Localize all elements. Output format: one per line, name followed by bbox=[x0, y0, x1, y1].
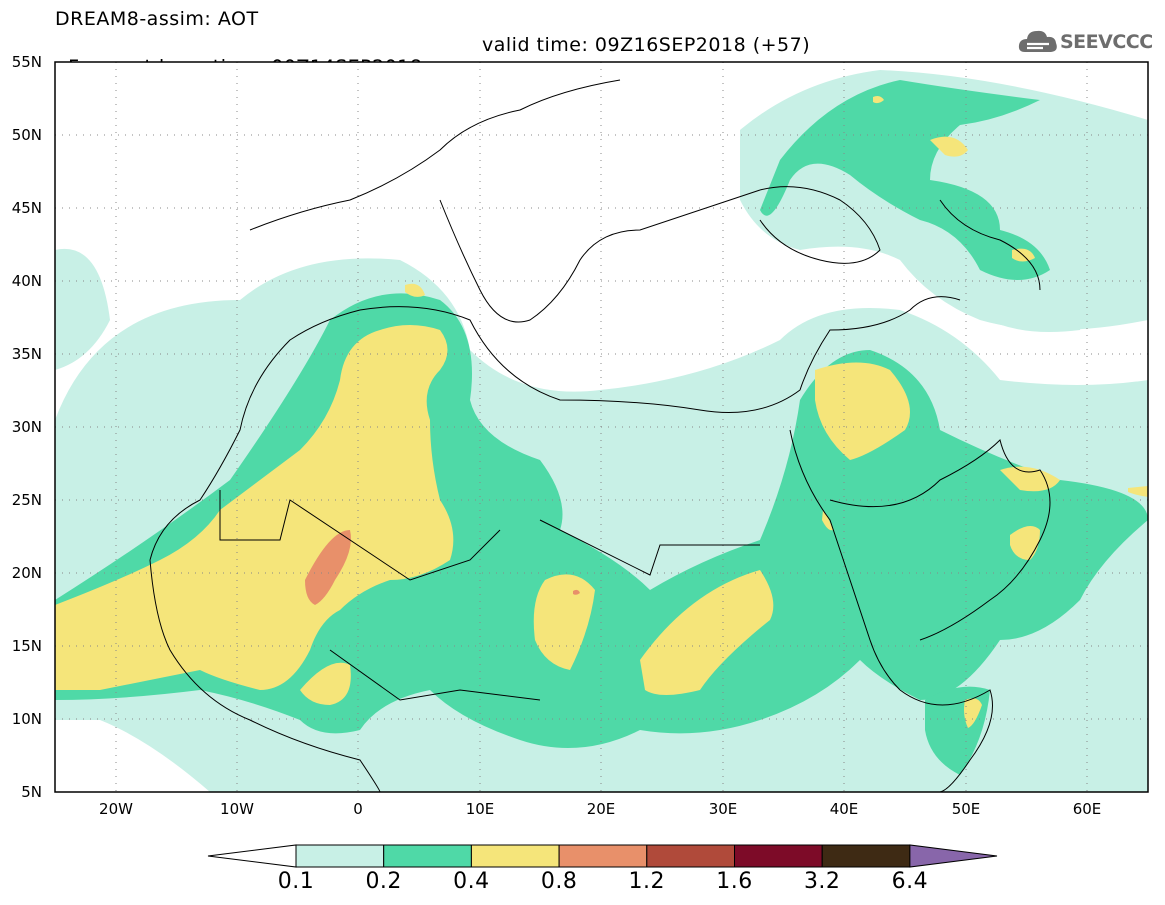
colorbar-label: 1.2 bbox=[628, 869, 666, 894]
lat-label: 10N bbox=[11, 710, 42, 728]
lat-label: 25N bbox=[11, 491, 42, 509]
colorbar-extend-low bbox=[207, 844, 297, 868]
lat-label: 20N bbox=[11, 564, 42, 582]
lat-label: 45N bbox=[11, 199, 42, 217]
colorbar-label: 0.4 bbox=[453, 869, 490, 894]
colorbar-bin bbox=[558, 844, 648, 868]
lat-label: 15N bbox=[11, 637, 42, 655]
graticule bbox=[55, 62, 1148, 792]
cloud-icon bbox=[1018, 30, 1057, 52]
colorbar-bin bbox=[646, 844, 735, 868]
map-border bbox=[54, 61, 1149, 793]
lat-label: 5N bbox=[21, 783, 42, 801]
colorbar-bin bbox=[470, 844, 560, 868]
colorbar-label: 3.2 bbox=[803, 869, 841, 894]
colorbar-extend-high bbox=[909, 844, 998, 868]
colorbar-label: 0.2 bbox=[365, 869, 402, 894]
colorbar bbox=[207, 844, 998, 868]
colorbar-bin bbox=[295, 844, 385, 868]
lon-label: 0 bbox=[353, 800, 363, 818]
colorbar-bin bbox=[821, 844, 911, 868]
lon-label: 20W bbox=[99, 800, 133, 818]
lon-label: 40E bbox=[829, 800, 859, 818]
colorbar-label: 0.8 bbox=[540, 869, 578, 894]
lon-label: 10E bbox=[465, 800, 495, 818]
colorbar-bin bbox=[383, 844, 472, 868]
lon-label: 10W bbox=[220, 800, 254, 818]
lat-label: 50N bbox=[11, 126, 42, 144]
lon-label: 50E bbox=[951, 800, 981, 818]
lat-label: 55N bbox=[11, 53, 42, 71]
coastlines bbox=[149, 79, 1051, 792]
colorbar-label: 0.1 bbox=[277, 869, 315, 894]
lon-label: 30E bbox=[708, 800, 738, 818]
lon-label: 60E bbox=[1072, 800, 1102, 818]
aot-field bbox=[55, 70, 1148, 792]
logo-text: SEEVCCC bbox=[1060, 31, 1153, 53]
lon-label: 20E bbox=[586, 800, 616, 818]
colorbar-label: 6.4 bbox=[891, 869, 929, 894]
colorbar-bin bbox=[734, 844, 823, 868]
lat-label: 35N bbox=[11, 345, 42, 363]
colorbar-label: 1.6 bbox=[716, 869, 753, 894]
valid-time: valid time: 09Z16SEP2018 (+57) bbox=[482, 34, 811, 56]
lat-label: 40N bbox=[11, 272, 42, 290]
title-line-1: DREAM8-assim: AOT bbox=[55, 8, 259, 30]
lat-label: 30N bbox=[11, 418, 42, 436]
